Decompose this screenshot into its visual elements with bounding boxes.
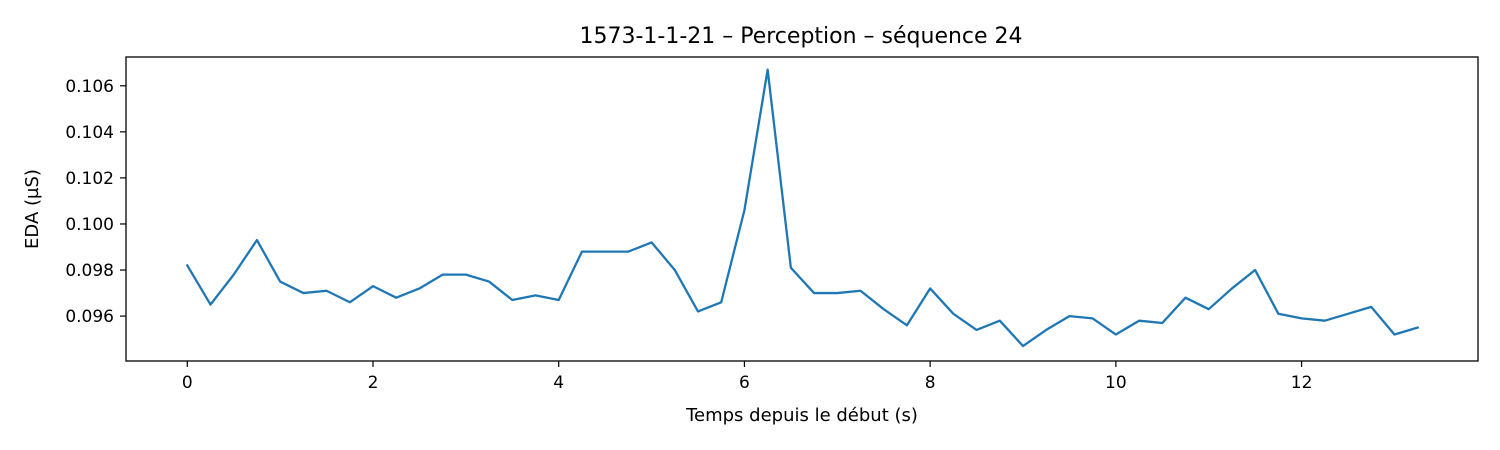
y-tick-label: 0.102 (65, 169, 114, 189)
chart-title: 1573-1-1-21 – Perception – séquence 24 (579, 24, 1022, 49)
y-tick-label: 0.106 (65, 77, 114, 97)
y-axis-ticks: 0.096 0.098 0.100 0.102 0.104 0.106 (65, 77, 126, 327)
y-tick-label: 0.100 (65, 215, 114, 235)
x-tick-label: 8 (925, 373, 936, 393)
x-tick-label: 12 (1291, 373, 1313, 393)
x-tick-label: 4 (553, 373, 564, 393)
y-tick-label: 0.096 (65, 307, 114, 327)
x-axis-ticks: 0 2 4 6 8 10 12 (182, 361, 1313, 393)
x-tick-label: 10 (1105, 373, 1127, 393)
y-axis-label: EDA (µS) (22, 169, 43, 249)
x-axis-label: Temps depuis le début (s) (685, 405, 918, 426)
series-line-0 (185, 68, 1420, 348)
plot-frame (125, 56, 1479, 362)
x-tick-label: 2 (368, 373, 379, 393)
series-layer (185, 68, 1420, 348)
y-tick-label: 0.098 (65, 261, 114, 281)
x-tick-label: 6 (739, 373, 750, 393)
y-tick-label: 0.104 (65, 123, 114, 143)
x-tick-label: 0 (182, 373, 193, 393)
